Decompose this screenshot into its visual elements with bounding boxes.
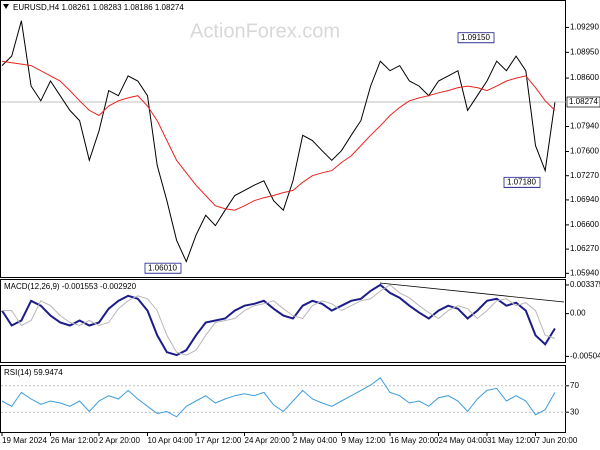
trend-line — [379, 282, 565, 303]
annotation-box — [144, 262, 182, 274]
macd-panel — [0, 279, 566, 363]
y-tick-label: 1.05940 — [570, 268, 599, 277]
x-tick-label: 7 Jun 20:00 — [536, 436, 578, 445]
y-tick-label: 1.07940 — [570, 122, 599, 131]
last-price-label: 1.08274 — [569, 97, 598, 106]
y-tick-label: 1.09290 — [570, 23, 599, 32]
panel-title: RSI(14) 59.9474 — [4, 368, 63, 377]
x-tick-label: 26 Mar 12:00 — [51, 436, 99, 445]
y-tick-label: 1.07270 — [570, 171, 599, 180]
panel-title: EURUSD,H4 1.08261 1.08283 1.08186 1.0827… — [13, 3, 184, 12]
annotation-box — [457, 32, 495, 44]
series-line — [2, 284, 556, 356]
annotation-label: 1.07180 — [507, 177, 536, 186]
series-line — [1, 283, 556, 357]
x-tick-label: 17 Apr 12:00 — [196, 436, 242, 445]
y-tick-label: 1.06940 — [570, 195, 599, 204]
annotation-label: 1.09150 — [461, 33, 490, 42]
series-line — [1, 60, 556, 211]
y-tick-label: 0.00 — [570, 309, 586, 318]
rsi-panel — [0, 365, 566, 433]
panel-title: MACD(12,26,9) -0.001553 -0.002920 — [4, 282, 137, 291]
y-tick-label: 70 — [570, 381, 579, 390]
x-tick-label: 31 May 12:00 — [487, 436, 536, 445]
annotation-label: 1.06010 — [148, 263, 177, 272]
x-tick-label: 2 May 04:00 — [293, 436, 338, 445]
y-tick-label: 0.003375 — [570, 280, 600, 289]
menu-arrow — [3, 4, 9, 9]
series-line — [1, 20, 556, 263]
y-tick-label: 1.06270 — [570, 244, 599, 253]
y-tick-label: 1.07600 — [570, 147, 599, 156]
watermark: ActionForex.com — [190, 20, 340, 42]
y-tick-label: 1.06600 — [570, 220, 599, 229]
last-price-box — [566, 96, 600, 108]
annotation-box — [503, 176, 541, 188]
y-tick-label: 1.08600 — [570, 73, 599, 82]
x-tick-label: 9 May 12:00 — [342, 436, 387, 445]
x-tick-label: 16 May 20:00 — [390, 436, 439, 445]
y-tick-label: -0.00504 — [570, 352, 600, 361]
x-tick-label: 24 May 04:00 — [439, 436, 488, 445]
x-tick-label: 24 Apr 20:00 — [245, 436, 291, 445]
y-tick-label: 30 — [570, 407, 579, 416]
x-tick-label: 19 Mar 2024 — [2, 436, 47, 445]
price-panel — [0, 0, 566, 278]
x-tick-label: 10 Apr 04:00 — [148, 436, 194, 445]
y-tick-label: 1.08950 — [570, 47, 599, 56]
series-line — [1, 377, 556, 418]
x-tick-label: 2 Apr 20:00 — [99, 436, 140, 445]
